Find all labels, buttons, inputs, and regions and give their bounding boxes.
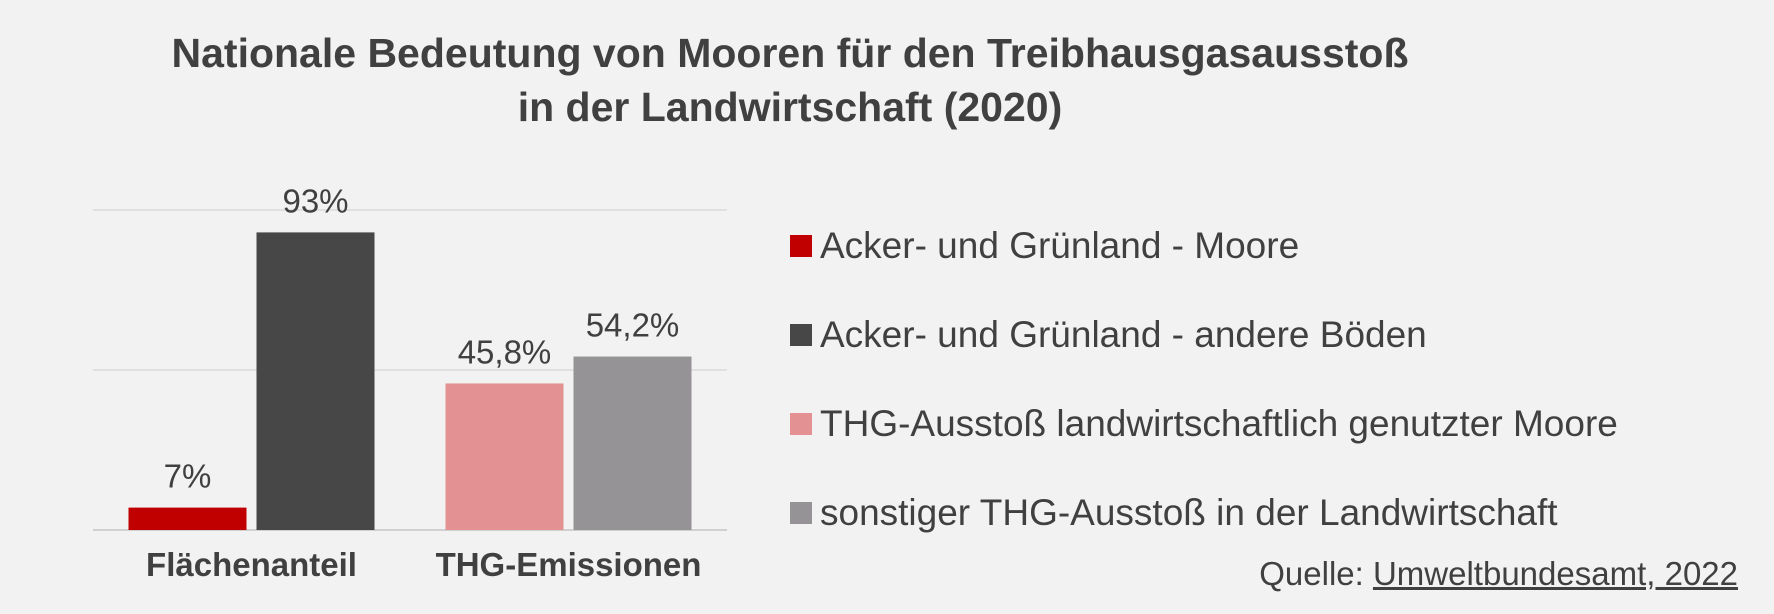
legend-item: Acker- und Grünland - Moore <box>790 222 1618 270</box>
legend-label: Acker- und Grünland - andere Böden <box>820 314 1427 355</box>
data-label: 54,2% <box>586 307 680 344</box>
legend-item: THG-Ausstoß landwirtschaftlich genutzter… <box>790 400 1618 448</box>
data-label: 7% <box>164 458 212 495</box>
legend-item: Acker- und Grünland - andere Böden <box>790 311 1618 359</box>
legend-label: Acker- und Grünland - Moore <box>820 225 1300 266</box>
legend-label: THG-Ausstoß landwirtschaftlich genutzter… <box>820 403 1618 444</box>
chart-legend: Acker- und Grünland - Moore Acker- und Gr… <box>790 222 1618 578</box>
bar <box>128 507 247 530</box>
bar <box>573 356 692 530</box>
bar <box>445 383 564 530</box>
source-note: Quelle: Umweltbundesamt, 2022 <box>1259 555 1738 593</box>
legend-swatch <box>790 502 812 524</box>
legend-swatch <box>790 235 812 257</box>
data-label: 93% <box>282 182 348 219</box>
chart-title-line-1: Nationale Bedeutung von Mooren für den T… <box>171 30 1409 76</box>
legend-label: sonstiger THG-Ausstoß in der Landwirtsch… <box>820 492 1558 533</box>
category-label: THG-Emissionen <box>436 546 702 583</box>
legend-item: sonstiger THG-Ausstoß in der Landwirtsch… <box>790 489 1618 537</box>
source-prefix: Quelle: <box>1259 555 1373 592</box>
source-link[interactable]: Umweltbundesamt, 2022 <box>1372 555 1738 592</box>
bar <box>256 232 375 530</box>
category-label: Flächenanteil <box>146 546 357 583</box>
data-label: 45,8% <box>458 333 552 370</box>
chart-title: Nationale Bedeutung von Mooren für den T… <box>0 26 1580 134</box>
legend-swatch <box>790 413 812 435</box>
bar-chart: 7% 93% Flächenanteil 45,8% 54,2% THG-Emission… <box>93 182 727 583</box>
legend-swatch <box>790 324 812 346</box>
chart-title-line-2: in der Landwirtschaft (2020) <box>517 84 1063 130</box>
